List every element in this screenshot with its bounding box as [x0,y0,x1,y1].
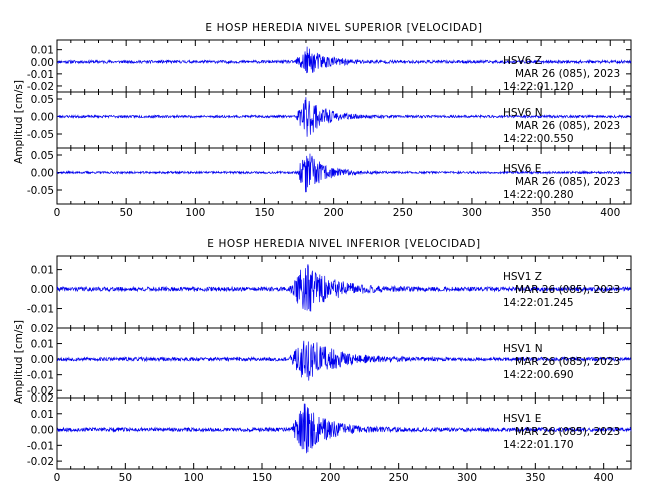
y-tick-label: -0.01 [27,370,54,382]
seismic-trace [56,97,632,137]
record-time: 14:22:01.120 [503,81,574,93]
record-time: 14:22:00.550 [503,133,574,145]
x-tick-label: 150 [254,207,274,219]
x-tick-label: 150 [252,472,272,484]
y-tick-label: 0.02 [31,393,54,405]
y-tick-label: 0.00 [31,112,54,124]
y-tick-label: 0.01 [31,409,54,421]
x-tick-label: 50 [119,207,132,219]
seismic-trace [56,153,632,193]
y-tick-label: 0.01 [31,265,54,277]
chart-group-1: E HOSP HEREDIA NIVEL SUPERIOR [VELOCIDAD… [13,22,632,219]
record-date: MAR 26 (085), 2023 [515,284,620,296]
seismic-trace [56,46,632,74]
y-tick-label: -0.01 [27,304,54,316]
station-component-label: HSV1 Z [503,271,542,283]
y-tick-label: 0.00 [31,168,54,180]
x-tick-label: 100 [185,207,205,219]
y-axis-label: Amplitud [cm/s] [13,80,25,164]
y-axis-label: Amplitud [cm/s] [13,320,25,404]
x-tick-label: 0 [54,207,61,219]
y-tick-label: -0.01 [27,440,54,452]
y-tick-label: 0.00 [31,284,54,296]
x-tick-label: 250 [389,472,409,484]
x-tick-label: 350 [525,472,545,484]
station-component-label: HSV6 E [503,163,541,175]
x-tick-label: 300 [457,472,477,484]
y-tick-label: 0.05 [31,94,54,106]
panel-frame [56,147,632,205]
x-tick-label: 0 [54,472,61,484]
x-tick-label: 400 [600,207,620,219]
y-tick-label: 0.01 [31,339,54,351]
seismic-trace [56,264,632,312]
y-tick-label: 0.01 [31,45,54,57]
station-component-label: HSV6 Z [503,55,542,67]
station-component-label: HSV1 E [503,413,541,425]
x-tick-label: 250 [393,207,413,219]
y-tick-label: 0.02 [31,323,54,335]
x-tick-label: 100 [184,472,204,484]
chart-title: E HOSP HEREDIA NIVEL INFERIOR [VELOCIDAD… [207,238,480,250]
y-tick-label: 0.00 [31,57,54,69]
record-time: 14:22:01.170 [503,439,574,451]
record-time: 14:22:01.245 [503,297,574,309]
y-tick-label: -0.05 [27,129,54,141]
record-time: 14:22:00.280 [503,189,574,201]
x-tick-label: 350 [531,207,551,219]
x-tick-label: 400 [594,472,614,484]
chart-group-2: E HOSP HEREDIA NIVEL INFERIOR [VELOCIDAD… [13,238,632,484]
y-tick-label: 0.00 [31,425,54,437]
y-tick-label: 0.05 [31,150,54,162]
record-date: MAR 26 (085), 2023 [515,176,620,188]
y-tick-label: -0.02 [27,81,54,93]
x-tick-label: 200 [324,207,344,219]
x-tick-label: 300 [462,207,482,219]
chart-title: E HOSP HEREDIA NIVEL SUPERIOR [VELOCIDAD… [205,22,482,34]
x-tick-label: 50 [119,472,132,484]
record-date: MAR 26 (085), 2023 [515,68,620,80]
y-tick-label: -0.01 [27,69,54,81]
station-component-label: HSV6 N [503,107,543,119]
y-tick-label: -0.02 [27,385,54,397]
record-date: MAR 26 (085), 2023 [515,356,620,368]
y-tick-label: -0.05 [27,185,54,197]
y-tick-label: 0.00 [31,354,54,366]
seismic-trace [56,403,632,454]
seismic-trace [56,340,632,381]
record-date: MAR 26 (085), 2023 [515,426,620,438]
record-time: 14:22:00.690 [503,369,574,381]
x-tick-label: 200 [320,472,340,484]
y-tick-label: -0.02 [27,456,54,468]
record-date: MAR 26 (085), 2023 [515,120,620,132]
station-component-label: HSV1 N [503,343,543,355]
